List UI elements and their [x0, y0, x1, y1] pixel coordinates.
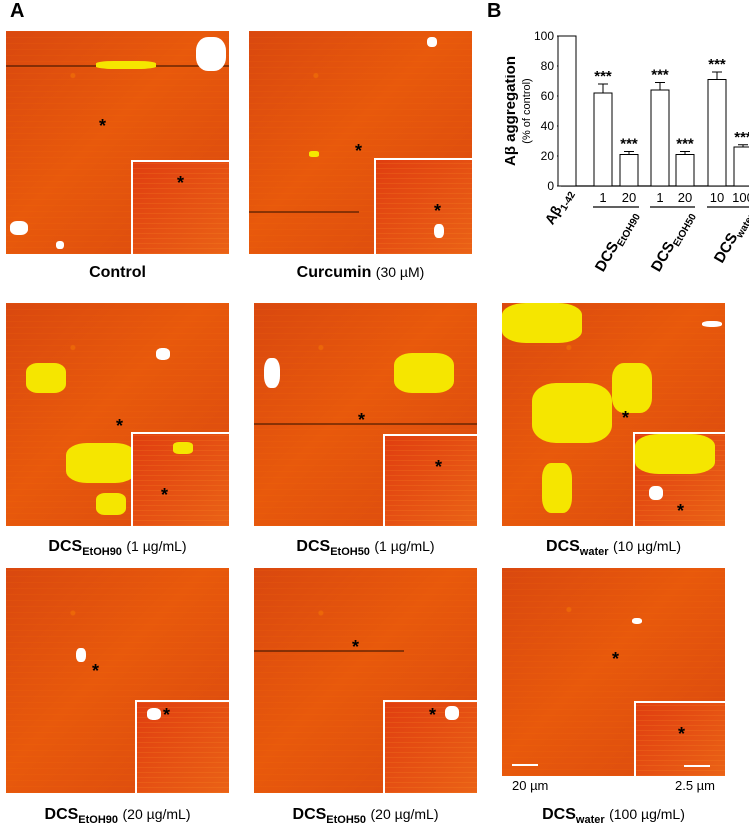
x-tick-label: 1 [599, 190, 606, 205]
afm-image-control: * * [6, 31, 229, 254]
caption-dcs-etoh90-20: DCSEtOH90 (20 µg/mL) [44, 806, 191, 827]
inset-marker: * [434, 201, 442, 221]
inset-marker: * [161, 485, 169, 505]
y-tick-label: 0 [547, 179, 554, 193]
x-tick-label: 1 [656, 190, 663, 205]
y-tick-label: 100 [534, 29, 554, 43]
bar-chart: 0 20 40 60 80 100 Aβ aggregation (% of control)… [505, 29, 749, 276]
scale-label-main: 20 µm [512, 778, 549, 793]
image-marker: * [352, 637, 360, 657]
image-marker: * [358, 410, 366, 430]
y-tick-label: 60 [541, 89, 555, 103]
significance-label: *** [620, 136, 638, 153]
bar [707, 79, 727, 187]
bar [557, 35, 577, 187]
x-tick-label: 20 [678, 190, 692, 205]
afm-image-dcs-water-10: * * [502, 303, 725, 526]
x-tick-label: 20 [622, 190, 636, 205]
bar [650, 89, 670, 187]
inset-marker: * [163, 705, 171, 725]
bar [675, 154, 695, 187]
caption-control: Control [89, 264, 146, 281]
x-tick-label: 10 [710, 190, 724, 205]
y-axis-label: Aβ aggregation [505, 56, 519, 166]
image-marker: * [99, 116, 107, 136]
afm-image-dcs-etoh90-1: * * [6, 303, 229, 526]
significance-label: *** [651, 67, 669, 84]
bar [593, 92, 613, 187]
inset-marker: * [435, 457, 443, 477]
caption-dcs-etoh50-1: DCSEtOH50 (1 µg/mL) [296, 538, 435, 559]
significance-label: *** [594, 68, 612, 85]
afm-image-dcs-etoh90-20: * * [6, 568, 229, 793]
y-tick-label: 40 [541, 119, 555, 133]
group-label: DCSwater [711, 207, 749, 267]
y-axis-sublabel: (% of control) [521, 78, 533, 143]
caption-dcs-water-10: DCSwater (10 µg/mL) [546, 538, 681, 559]
caption-dcs-etoh90-1: DCSEtOH90 (1 µg/mL) [48, 538, 187, 559]
y-tick-label: 20 [541, 149, 555, 163]
image-marker: * [612, 649, 620, 669]
scale-label-inset: 2.5 µm [675, 778, 716, 793]
bar [733, 146, 749, 187]
panel-a-label: A [10, 0, 25, 22]
afm-image-dcs-etoh50-1: * * [254, 303, 477, 526]
x-tick-label: 100 [732, 190, 749, 205]
y-tick-label: 80 [541, 59, 555, 73]
image-marker: * [116, 416, 124, 436]
inset-scale-bar [684, 765, 710, 767]
inset-marker: * [678, 724, 686, 744]
afm-image-dcs-etoh50-20: * * [254, 568, 477, 793]
image-marker: * [92, 661, 100, 681]
significance-label: *** [734, 129, 749, 146]
panel-b-label: B [487, 0, 502, 22]
inset-marker: * [429, 705, 437, 725]
group-label: DCSEtOH50 [648, 207, 699, 276]
caption-dcs-etoh50-20: DCSEtOH50 (20 µg/mL) [292, 806, 439, 827]
image-marker: * [622, 408, 630, 428]
inset-marker: * [177, 173, 185, 193]
group-label: DCSEtOH90 [592, 207, 643, 276]
main-scale-bar [512, 764, 538, 766]
caption-curcumin: Curcumin (30 µM) [296, 264, 425, 281]
afm-image-dcs-water-100: * * [502, 568, 725, 776]
significance-label: *** [676, 136, 694, 153]
caption-dcs-water-100: DCSwater (100 µg/mL) [542, 806, 685, 827]
image-marker: * [355, 141, 363, 161]
bar [619, 154, 639, 187]
significance-label: *** [708, 56, 726, 73]
inset-marker: * [677, 501, 685, 521]
afm-image-curcumin: * * [249, 31, 472, 254]
